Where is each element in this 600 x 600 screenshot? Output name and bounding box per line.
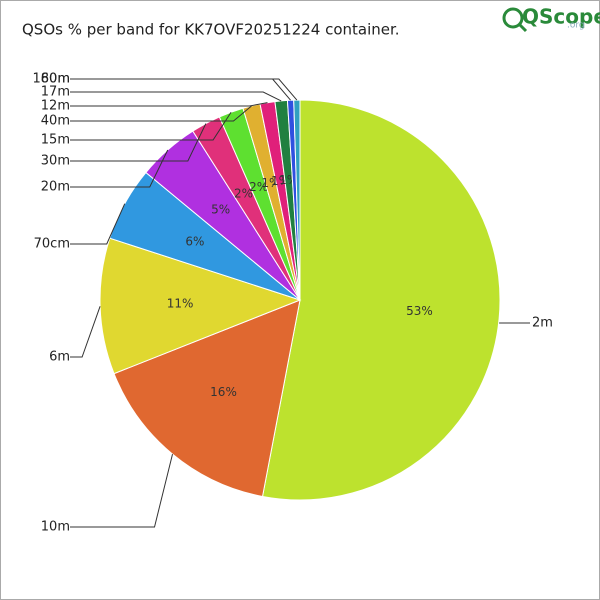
logo-suffix: .org xyxy=(567,21,585,31)
slice-label: 80m xyxy=(41,72,70,87)
pie-slice xyxy=(293,99,301,301)
leader-line xyxy=(70,91,282,102)
slice-label: 70cm xyxy=(34,237,70,252)
leader-line xyxy=(70,105,252,122)
value-label: 2% xyxy=(249,180,268,194)
leader-line xyxy=(70,453,174,528)
slice-label: 40m xyxy=(41,114,70,129)
value-label: 16% xyxy=(210,385,237,399)
chart-title: QSOs % per band for KK7OVF20251224 conta… xyxy=(22,21,400,39)
logo: QScope .org xyxy=(502,5,600,33)
slice-label: 15m xyxy=(41,133,70,148)
leader-line xyxy=(70,111,232,141)
slice-label: 20m xyxy=(41,180,70,195)
slice-label: 6m xyxy=(49,350,70,365)
value-label: 6% xyxy=(185,235,204,249)
slice-label: 30m xyxy=(41,154,70,169)
logo-text: QScope xyxy=(522,5,600,29)
value-label: 2% xyxy=(234,187,253,201)
value-label: 5% xyxy=(211,202,230,216)
slice-label: 17m xyxy=(41,85,70,100)
slice-label: 2m xyxy=(532,316,553,331)
leader-line xyxy=(70,306,101,358)
leader-line xyxy=(70,149,169,188)
logo-icon xyxy=(502,7,524,29)
value-label: 11% xyxy=(167,296,194,310)
slice-label: 12m xyxy=(41,99,70,114)
slice-label: 10m xyxy=(41,520,70,535)
pie-slice xyxy=(261,99,501,501)
pie-slice xyxy=(113,299,301,498)
slice-label: 160m xyxy=(33,72,70,87)
leader-line xyxy=(70,102,268,107)
logo-icon xyxy=(517,22,528,33)
leader-line xyxy=(70,123,207,162)
leader-line xyxy=(70,78,298,101)
value-label: 53% xyxy=(406,304,433,318)
leader-line xyxy=(70,203,126,245)
